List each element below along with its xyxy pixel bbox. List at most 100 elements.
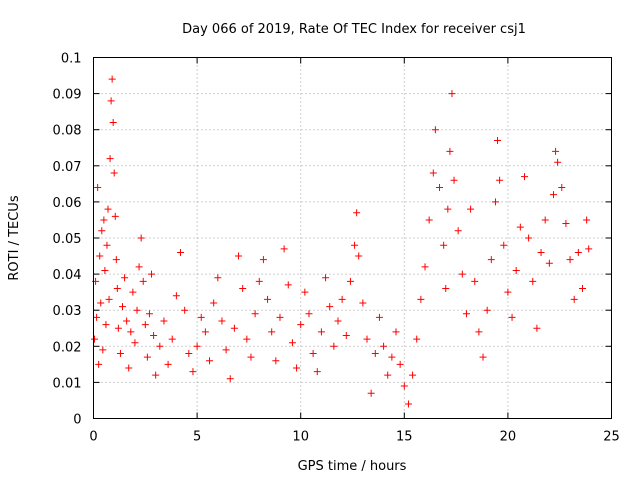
- data-point: [494, 137, 502, 145]
- data-point: [91, 335, 99, 343]
- data-point: [105, 295, 113, 303]
- data-point: [371, 350, 379, 358]
- data-point: [150, 331, 158, 339]
- y-tick-label: 0.09: [53, 88, 82, 103]
- data-point: [218, 317, 226, 325]
- data-point: [226, 375, 234, 383]
- data-point: [545, 259, 553, 267]
- y-tick-label: 0.06: [53, 196, 82, 211]
- data-point: [446, 147, 454, 155]
- y-tick-label: 0.07: [53, 160, 82, 175]
- data-point: [380, 342, 388, 350]
- data-point: [160, 317, 168, 325]
- data-points: [91, 75, 593, 408]
- data-point: [533, 324, 541, 332]
- data-point: [520, 173, 528, 181]
- data-point: [338, 295, 346, 303]
- data-point: [106, 155, 114, 163]
- data-point: [388, 353, 396, 361]
- data-point: [529, 277, 537, 285]
- data-point: [152, 371, 160, 379]
- data-point: [156, 342, 164, 350]
- y-tick-label: 0.03: [53, 304, 82, 319]
- data-point: [127, 328, 135, 336]
- data-point: [145, 310, 153, 318]
- data-point: [508, 313, 516, 321]
- data-point: [222, 346, 230, 354]
- data-point: [206, 357, 214, 365]
- data-point: [247, 353, 255, 361]
- data-point: [121, 274, 129, 282]
- data-point: [355, 252, 363, 260]
- data-point: [143, 353, 151, 361]
- data-point: [97, 299, 105, 307]
- data-point: [280, 245, 288, 253]
- data-point: [133, 306, 141, 314]
- data-point: [110, 169, 118, 177]
- x-tick-label: 0: [89, 430, 97, 445]
- y-tick-labels: 0 0.01 0.02 0.03 0.04 0.05 0.06 0.07 0.08 0.09 0.1: [53, 52, 82, 428]
- data-point: [334, 317, 342, 325]
- data-point: [251, 310, 259, 318]
- data-point: [193, 342, 201, 350]
- data-point: [413, 335, 421, 343]
- data-point: [181, 306, 189, 314]
- data-point: [114, 324, 122, 332]
- y-tick-label: 0.01: [53, 376, 82, 391]
- data-point: [276, 313, 284, 321]
- data-point: [94, 183, 102, 191]
- data-point: [578, 285, 586, 293]
- data-point: [353, 209, 361, 217]
- data-point: [101, 266, 109, 274]
- data-point: [384, 371, 392, 379]
- data-point: [107, 97, 115, 105]
- data-point: [541, 216, 549, 224]
- data-point: [479, 353, 487, 361]
- chart-title: Day 066 of 2019, Rate Of TEC Index for r…: [182, 22, 526, 37]
- data-point: [342, 331, 350, 339]
- data-point: [554, 158, 562, 166]
- data-point: [504, 288, 512, 296]
- data-point: [210, 299, 218, 307]
- data-point: [139, 277, 147, 285]
- plot-frame: [93, 57, 612, 419]
- x-tick-labels: 0 5 10 15 20 25: [89, 430, 619, 445]
- x-tick-label: 25: [603, 430, 620, 445]
- data-point: [113, 285, 121, 293]
- data-point: [442, 285, 450, 293]
- x-axis-label: GPS time / hours: [298, 459, 407, 474]
- data-point: [558, 183, 566, 191]
- data-point: [448, 90, 456, 98]
- data-point: [363, 335, 371, 343]
- data-point: [483, 306, 491, 314]
- data-point: [421, 263, 429, 271]
- data-point: [293, 364, 301, 372]
- x-tick-label: 15: [396, 430, 413, 445]
- data-point: [119, 303, 127, 311]
- data-point: [172, 292, 180, 300]
- data-point: [93, 313, 101, 321]
- data-point: [450, 176, 458, 184]
- data-point: [255, 277, 263, 285]
- data-point: [197, 313, 205, 321]
- data-point: [440, 241, 448, 249]
- y-tick-label: 0.02: [53, 340, 82, 355]
- data-point: [375, 313, 383, 321]
- data-point: [444, 205, 452, 213]
- data-point: [100, 216, 108, 224]
- data-point: [164, 360, 172, 368]
- data-point: [112, 256, 120, 264]
- data-point: [129, 288, 137, 296]
- data-point: [330, 342, 338, 350]
- data-point: [351, 241, 359, 249]
- data-point: [462, 310, 470, 318]
- data-point: [177, 248, 185, 256]
- data-point: [243, 335, 251, 343]
- data-point: [103, 241, 111, 249]
- data-point: [305, 310, 313, 318]
- data-point: [500, 241, 508, 249]
- data-point: [189, 368, 197, 376]
- data-point: [570, 295, 578, 303]
- data-point: [135, 263, 143, 271]
